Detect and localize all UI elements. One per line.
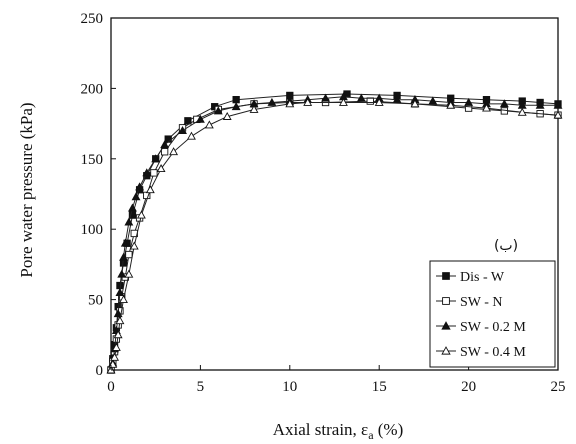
data-point: [410, 99, 420, 108]
data-point: [178, 126, 187, 135]
series-3: [106, 97, 563, 374]
data-point: [115, 316, 125, 325]
data-point: [128, 203, 137, 212]
legend-label: Dis - W: [460, 270, 505, 285]
data-point: [499, 99, 509, 108]
legend-marker: [442, 297, 450, 305]
data-point: [125, 250, 133, 259]
data-point: [535, 100, 545, 109]
data-point: [231, 102, 241, 111]
y-tick-label: 250: [81, 11, 104, 27]
data-point: [482, 103, 491, 112]
data-point: [111, 342, 121, 351]
data-point: [119, 294, 128, 303]
data-point: [113, 309, 123, 318]
data-point: [446, 100, 456, 109]
data-point: [213, 106, 223, 115]
legend-marker: [441, 346, 451, 355]
series-2: [106, 92, 563, 374]
legend-marker: [441, 321, 451, 330]
data-point: [517, 107, 527, 116]
y-tick-label: 0: [96, 363, 104, 379]
chart-annotation: (ب): [494, 238, 518, 254]
x-axis-label-main: Axial strain, ε: [273, 420, 368, 439]
y-tick-label: 100: [81, 222, 104, 238]
data-point: [184, 117, 192, 125]
data-point: [113, 330, 123, 339]
legend: Dis - W SW - N SW - 0.2 M SW - 0.4 M: [429, 260, 556, 368]
legend-label: SW - 0.2 M: [460, 320, 526, 335]
data-point: [267, 97, 277, 106]
data-point: [119, 252, 128, 261]
data-point: [142, 168, 152, 177]
data-point: [204, 120, 214, 129]
data-point: [553, 100, 563, 109]
x-tick-label: 5: [197, 379, 205, 395]
data-point: [160, 140, 170, 149]
data-point: [128, 211, 137, 219]
data-point: [187, 131, 196, 140]
data-point: [131, 192, 141, 201]
axes: [110, 17, 559, 371]
series-layer: [106, 90, 563, 374]
data-point: [285, 99, 295, 108]
data-point: [129, 241, 139, 250]
legend-label: SW - N: [460, 295, 503, 310]
data-point: [151, 154, 161, 163]
legend-marker: [442, 272, 450, 280]
data-point: [338, 97, 348, 106]
data-point: [150, 169, 158, 177]
data-point: [222, 111, 232, 120]
x-tick-label: 25: [551, 379, 566, 395]
data-point: [117, 269, 127, 278]
y-axis-label: Pore water pressure (kPa): [17, 102, 36, 277]
data-point: [303, 97, 313, 106]
data-point: [356, 93, 366, 102]
data-point: [110, 352, 120, 361]
data-point: [169, 147, 179, 156]
data-point: [195, 114, 205, 123]
data-point: [120, 238, 130, 247]
data-point: [553, 110, 563, 119]
data-point: [124, 217, 134, 226]
plot-frame: [110, 17, 559, 371]
y-tick-label: 50: [88, 293, 103, 309]
data-point: [135, 182, 145, 191]
data-point: [145, 185, 155, 194]
data-point: [249, 104, 259, 113]
x-axis-label-sub: a: [368, 428, 374, 442]
x-tick-label: 0: [107, 379, 115, 395]
data-point: [115, 287, 125, 296]
data-point: [124, 269, 134, 278]
data-point: [374, 97, 384, 106]
data-point: [136, 210, 146, 219]
y-tick-label: 150: [81, 152, 104, 168]
data-point: [160, 148, 169, 156]
x-tick-label: 15: [372, 379, 387, 395]
data-point: [321, 93, 331, 102]
x-tick-label: 10: [282, 379, 297, 395]
data-point: [464, 97, 474, 106]
data-point: [428, 96, 438, 105]
x-tick-label: 20: [461, 379, 476, 395]
legend-box: [429, 260, 556, 368]
legend-label: SW - 0.4 M: [460, 345, 526, 360]
data-point: [232, 96, 240, 104]
y-tick-label: 200: [81, 81, 104, 97]
x-axis-label: Axial strain, εa (%): [273, 420, 404, 442]
data-point: [392, 95, 402, 104]
data-point: [366, 97, 374, 105]
x-axis-label-tail: (%): [374, 420, 404, 439]
data-point: [156, 164, 166, 173]
